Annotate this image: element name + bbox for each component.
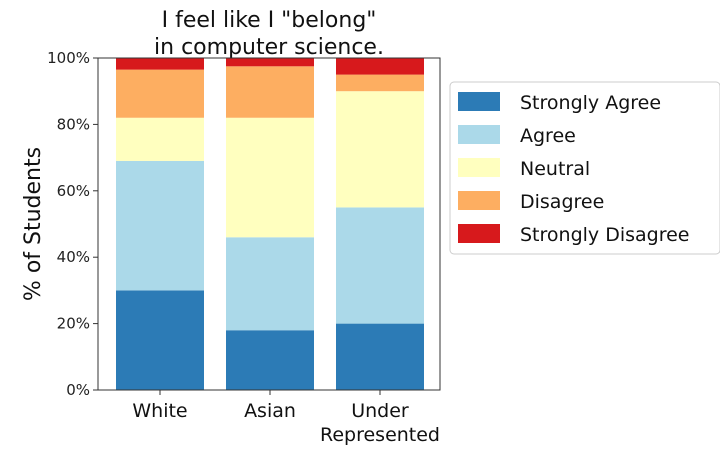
x-tick-label: Under: [351, 400, 409, 422]
bar-segment-white-disagree: [116, 69, 204, 118]
legend: Strongly Agree Agree Neutral Disagree Strong…: [449, 81, 720, 255]
y-tick-label: 60%: [57, 182, 90, 200]
legend-entry-label: Strongly Disagree: [520, 224, 689, 246]
y-axis: 0% 20% 40% 60% 80% 100%: [47, 49, 98, 399]
legend-entry-label: Disagree: [520, 191, 604, 213]
bar-segment-white-agree: [116, 160, 204, 291]
legend-swatch: [458, 125, 500, 144]
chart-title-line: I feel like I "belong": [162, 8, 377, 33]
chart-title: I feel like I "belong"in computer scienc…: [154, 8, 384, 60]
bar-segment-under-represented-strongly-disagree: [336, 58, 424, 75]
bar-segment-asian-strongly-disagree: [226, 58, 314, 67]
bar-segment-white-neutral: [116, 117, 204, 161]
chart-title-line: in computer science.: [154, 35, 384, 60]
bar-segment-under-represented-neutral: [336, 91, 424, 208]
x-tick-label: Represented: [320, 424, 440, 446]
y-tick-label: 40%: [57, 248, 90, 266]
x-tick-label: White: [132, 400, 187, 422]
legend-swatch: [458, 191, 500, 210]
legend-swatch: [458, 158, 500, 177]
bar-segment-under-represented-disagree: [336, 74, 424, 92]
bar-segment-under-represented-strongly-agree: [336, 323, 424, 390]
legend-entry-label: Neutral: [520, 158, 590, 180]
y-tick-label: 20%: [57, 315, 90, 333]
bar-segment-asian-strongly-agree: [226, 330, 314, 390]
legend-swatch: [458, 224, 500, 243]
legend-swatch: [458, 92, 500, 111]
legend-entry-label: Agree: [520, 125, 576, 147]
y-tick-label: 80%: [57, 115, 90, 133]
legend-box: [449, 81, 720, 255]
bar-segment-white-strongly-agree: [116, 290, 204, 390]
bar-segment-asian-disagree: [226, 66, 314, 118]
plot-area: [97, 57, 441, 391]
y-axis-label: % of Students: [21, 147, 46, 301]
y-tick-label: 100%: [47, 49, 90, 67]
bar-segment-asian-agree: [226, 237, 314, 331]
y-tick-label: 0%: [66, 381, 90, 399]
legend-entry-label: Strongly Agree: [520, 92, 661, 114]
bar-segment-white-strongly-disagree: [116, 58, 204, 70]
bar-segment-under-represented-agree: [336, 207, 424, 324]
bar-segment-asian-neutral: [226, 117, 314, 238]
plot-frame: [97, 57, 441, 391]
x-tick-label: Asian: [244, 400, 296, 422]
